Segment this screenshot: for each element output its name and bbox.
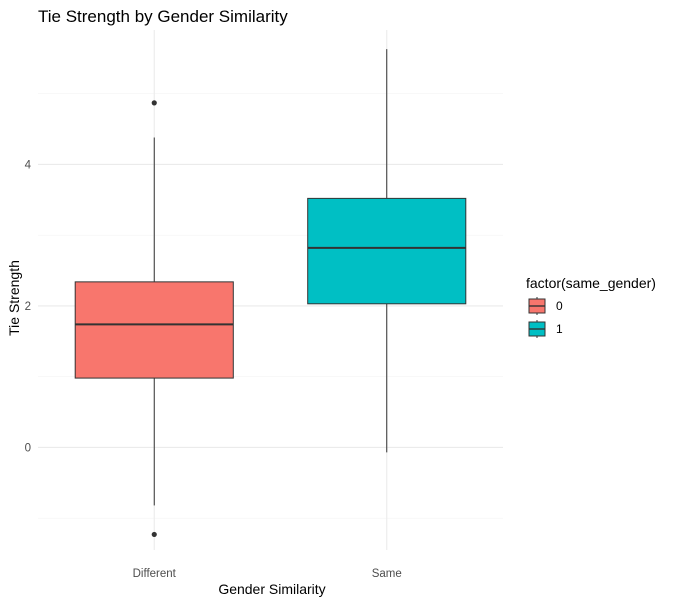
legend-key-1 — [528, 320, 546, 338]
box-iqr — [74, 281, 234, 379]
box-iqr — [307, 197, 467, 305]
x-axis-title: Gender Similarity — [218, 581, 325, 597]
box-different — [74, 100, 234, 538]
y-tick-label: 4 — [25, 159, 32, 171]
y-axis-ticks: 0 2 4 — [25, 159, 32, 454]
chart-title: Tie Strength by Gender Similarity — [38, 7, 288, 26]
legend-label: 0 — [556, 299, 563, 313]
boxes — [74, 49, 467, 538]
x-tick-label: Same — [372, 568, 402, 580]
legend: factor(same_gender) 0 1 — [526, 275, 656, 338]
y-tick-label: 0 — [25, 442, 31, 454]
x-tick-label: Different — [133, 568, 177, 580]
box-same — [307, 49, 467, 453]
legend-title: factor(same_gender) — [526, 275, 656, 291]
outlier-point — [151, 531, 157, 538]
y-tick-label: 2 — [25, 301, 31, 313]
x-axis-ticks: Different Same — [133, 568, 402, 580]
outlier-point — [151, 100, 157, 106]
legend-key-0 — [528, 297, 546, 315]
y-axis-title: Tie Strength — [6, 260, 22, 336]
legend-label: 1 — [556, 322, 563, 336]
